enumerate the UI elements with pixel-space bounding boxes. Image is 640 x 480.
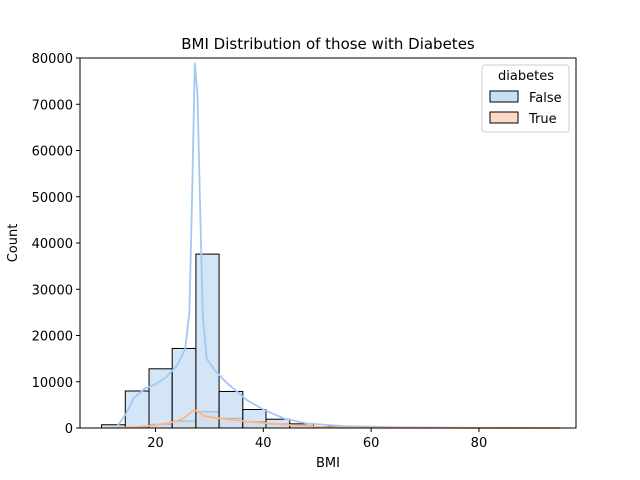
x-tick-label: 40 <box>255 436 272 451</box>
y-tick-label: 70000 <box>32 98 73 113</box>
y-tick-label: 20000 <box>32 330 73 345</box>
x-axis-label: BMI <box>316 456 340 471</box>
chart-title: BMI Distribution of those with Diabetes <box>181 35 475 53</box>
bar-false-4 <box>195 253 220 429</box>
x-tick-label: 60 <box>363 436 380 451</box>
legend-label-false: False <box>529 91 562 106</box>
kde-line-true <box>117 408 560 429</box>
y-tick-label: 80000 <box>32 52 73 67</box>
y-axis-label: Count <box>6 224 21 263</box>
legend-swatch-false <box>489 90 519 103</box>
bar-false-3 <box>171 347 197 429</box>
x-tick-label: 80 <box>471 436 488 451</box>
kde-lines <box>116 62 560 429</box>
bar-false-5 <box>218 390 244 429</box>
legend-swatch-true <box>489 111 519 124</box>
y-tick-label: 60000 <box>32 145 73 160</box>
y-tick-label: 0 <box>65 422 73 437</box>
legend-label-true: True <box>528 112 557 127</box>
x-tick-label: 20 <box>147 436 164 451</box>
bar-false-2 <box>148 368 173 429</box>
legend-title: diabetes <box>498 69 554 84</box>
bar-false-6 <box>242 409 267 429</box>
y-axis: 0 10000 20000 30000 40000 50000 60000 70000 8000… <box>32 52 80 437</box>
kde-line-false <box>116 62 560 429</box>
y-tick-label: 30000 <box>32 283 73 298</box>
y-tick-label: 10000 <box>32 376 73 391</box>
y-tick-label: 40000 <box>32 237 73 252</box>
y-tick-label: 50000 <box>32 191 73 206</box>
x-axis: 20 40 60 80 <box>147 428 487 451</box>
legend: diabetes False True <box>481 64 570 133</box>
